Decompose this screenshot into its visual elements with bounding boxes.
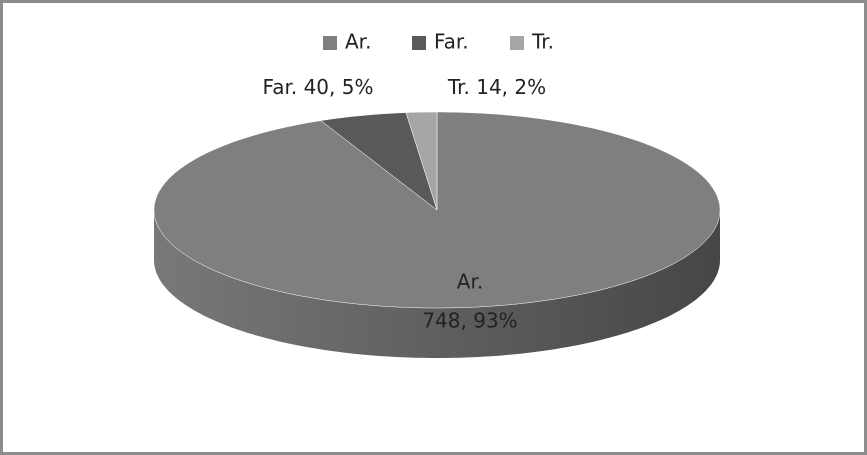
- legend-label: Tr.: [531, 30, 554, 54]
- data-label: Tr. 14, 2%: [447, 75, 546, 99]
- legend-swatch: [412, 36, 426, 50]
- legend-label: Ar.: [345, 30, 371, 54]
- legend-label: Far.: [434, 30, 469, 54]
- data-label-name: Ar.: [457, 270, 483, 294]
- legend-swatch: [510, 36, 524, 50]
- data-label-value: 748, 93%: [422, 309, 517, 333]
- data-label: Far. 40, 5%: [263, 75, 374, 99]
- pie-side-shade: [154, 210, 720, 358]
- data-label-name: Far.: [263, 75, 298, 99]
- pie-slice: [320, 112, 438, 211]
- pie-slice: [405, 111, 438, 211]
- data-label-name: Tr.: [447, 75, 470, 99]
- data-label-value: 40, 5%: [304, 75, 374, 99]
- legend-swatch: [323, 36, 337, 50]
- data-label-value: 14, 2%: [476, 75, 546, 99]
